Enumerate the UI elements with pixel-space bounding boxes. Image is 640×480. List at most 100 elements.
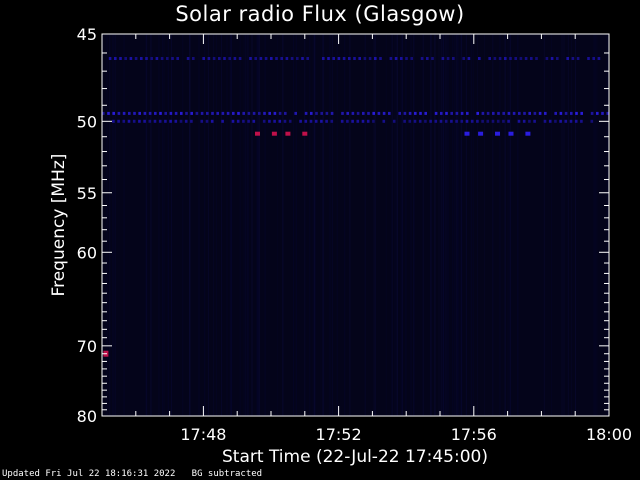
band-cell xyxy=(143,111,147,115)
band-cell xyxy=(315,111,318,115)
band-cell xyxy=(262,119,266,123)
noise-streak xyxy=(114,34,116,416)
band-cell xyxy=(268,119,271,123)
band-cell xyxy=(212,57,216,60)
band-cell xyxy=(496,119,500,123)
band-cell xyxy=(493,57,497,60)
band-cell xyxy=(467,57,471,60)
noise-streak xyxy=(198,34,200,416)
band-cell xyxy=(320,119,323,123)
noise-streak xyxy=(207,34,209,416)
noise-streak xyxy=(309,34,311,416)
band-cell xyxy=(522,119,526,123)
band-cell xyxy=(564,119,568,123)
noise-streak xyxy=(400,34,402,416)
band-cell xyxy=(587,57,590,60)
band-cell xyxy=(481,111,485,115)
band-cell xyxy=(382,111,386,115)
band-cell xyxy=(478,57,481,60)
noise-streak xyxy=(447,34,449,416)
band-cell xyxy=(601,111,604,115)
band-cell xyxy=(155,57,159,60)
band-cell xyxy=(424,111,427,115)
band-cell xyxy=(446,57,450,60)
band-cell xyxy=(559,119,562,123)
band-cell xyxy=(538,111,542,115)
noise-streak xyxy=(162,34,164,416)
x-tick-label: 17:56 xyxy=(451,425,497,444)
noise-streak xyxy=(170,34,172,416)
band-cell xyxy=(210,119,214,123)
band-cell xyxy=(332,57,335,60)
noise-streak xyxy=(461,34,463,416)
band-cell xyxy=(571,57,575,60)
noise-streak xyxy=(257,34,259,416)
noise-streak xyxy=(396,34,397,416)
band-cell xyxy=(502,119,505,123)
noise-streak xyxy=(413,34,415,416)
band-cell xyxy=(439,119,443,123)
band-cell xyxy=(283,119,287,123)
noise-streak xyxy=(440,34,442,416)
noise-streak xyxy=(212,34,214,416)
band-cell xyxy=(263,111,266,115)
band-cell xyxy=(304,119,308,123)
band-cell xyxy=(290,57,294,60)
noise-streak xyxy=(567,34,569,416)
band-cell xyxy=(200,111,204,115)
band-cell xyxy=(124,57,127,60)
band-cell xyxy=(310,111,313,115)
noise-streak xyxy=(312,34,314,416)
noise-streak xyxy=(150,34,152,416)
band-cell xyxy=(445,111,448,115)
noise-streak xyxy=(410,34,412,416)
noise-streak xyxy=(243,34,245,416)
band-cell xyxy=(247,119,250,123)
band-cell xyxy=(221,111,225,115)
noise-streak xyxy=(331,34,333,416)
band-cell xyxy=(327,57,330,60)
band-cell xyxy=(252,111,256,115)
band-cell xyxy=(138,111,141,115)
band-cell xyxy=(169,119,172,123)
burst-spot xyxy=(271,131,277,136)
x-tick-label: 17:48 xyxy=(180,425,226,444)
band-cell xyxy=(117,111,121,115)
noise-streak xyxy=(561,34,563,416)
noise-streak xyxy=(282,34,284,416)
noise-streak xyxy=(510,34,511,416)
band-cell xyxy=(372,111,375,115)
band-cell xyxy=(221,119,224,123)
band-cell xyxy=(114,57,117,60)
band-cell xyxy=(351,111,355,115)
noise-streak xyxy=(230,34,232,416)
band-cell xyxy=(358,57,361,60)
band-cell xyxy=(590,119,594,123)
band-cell xyxy=(171,57,174,60)
band-cell xyxy=(153,119,157,123)
band-cell xyxy=(556,57,559,60)
noise-streak xyxy=(390,34,392,416)
band-cell xyxy=(237,111,240,115)
noise-streak xyxy=(509,34,511,416)
noise-streak xyxy=(472,34,474,416)
plot-background xyxy=(102,34,609,416)
noise-streak xyxy=(570,34,572,416)
band-cell xyxy=(348,57,351,60)
noise-streak xyxy=(492,34,494,416)
band-cell xyxy=(226,111,230,115)
band-cell xyxy=(535,57,538,60)
band-cell xyxy=(112,111,115,115)
band-cell xyxy=(372,119,375,123)
noise-streak xyxy=(443,34,445,416)
band-cell xyxy=(314,119,318,123)
burst-spot xyxy=(464,131,470,136)
band-cell xyxy=(403,119,406,123)
band-cell xyxy=(278,119,282,123)
band-cell xyxy=(524,57,528,60)
noise-streak xyxy=(256,34,258,416)
band-cell xyxy=(108,57,112,60)
noise-streak xyxy=(145,34,147,416)
noise-streak xyxy=(499,34,501,416)
band-cell xyxy=(470,119,474,123)
